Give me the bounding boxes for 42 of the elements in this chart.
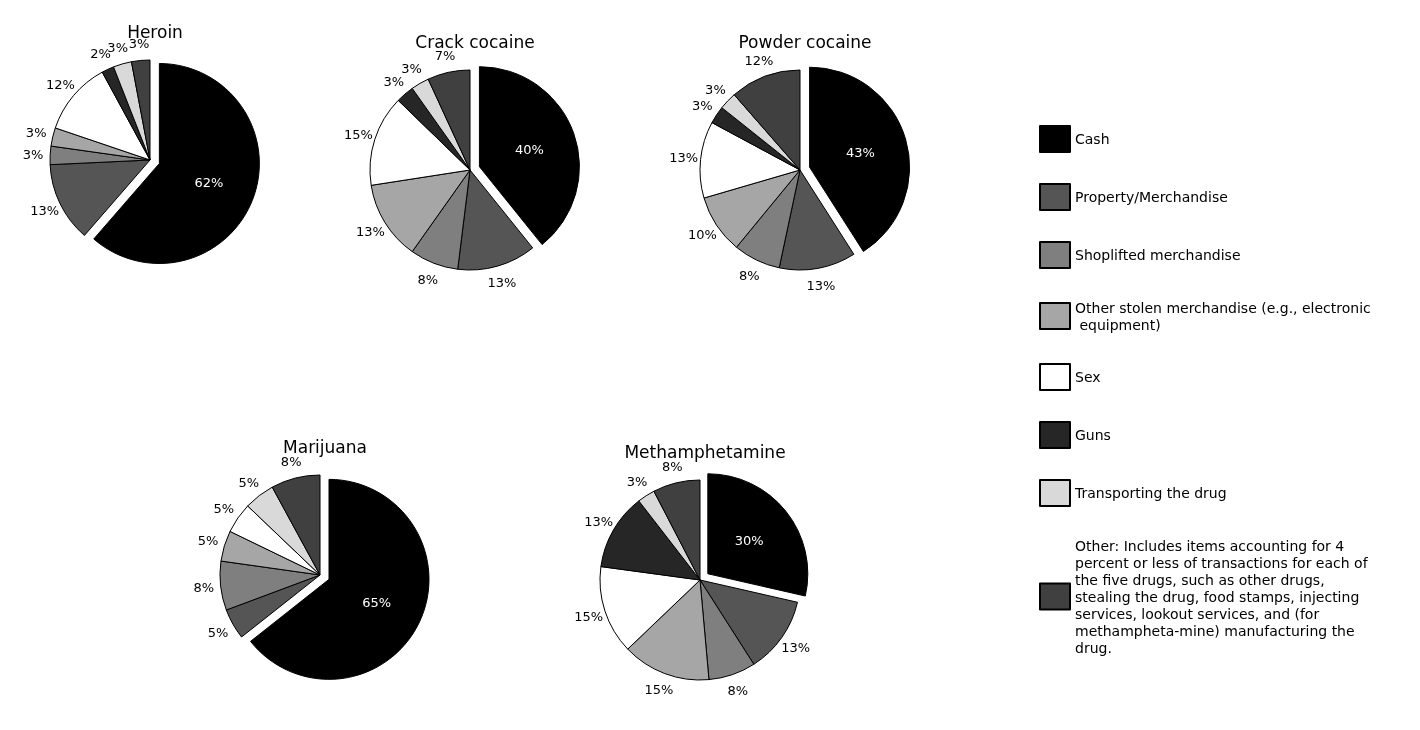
data-label: 12% xyxy=(744,52,774,68)
data-label: 15% xyxy=(644,682,674,698)
data-label: 13% xyxy=(584,514,614,529)
data-label: 3% xyxy=(626,473,648,489)
legend-label: Property/Merchandise xyxy=(1075,189,1228,205)
data-label: 8% xyxy=(738,267,760,283)
data-label: 5% xyxy=(238,474,260,490)
slice-label: Marijuana xyxy=(283,436,367,457)
data-label: 15% xyxy=(574,608,604,624)
data-label: 12% xyxy=(46,77,75,93)
legend-label: Guns xyxy=(1075,427,1111,443)
data-label: 3% xyxy=(22,147,44,163)
legend-label: Transporting the drug xyxy=(1074,485,1227,501)
data-label: 30% xyxy=(734,533,764,549)
data-label: 13% xyxy=(487,275,517,291)
data-label: 65% xyxy=(362,594,392,610)
data-label: 13% xyxy=(669,150,699,166)
legend-label: Other: Includes items accounting for 4 percent or less of transactions for each of the five drugs, such as other drugs, stealing the drug, food stamps, injecting services, lookout services, and (for methampheta-mine) manufacturing the drug. xyxy=(1075,537,1373,656)
data-label: 15% xyxy=(344,127,373,143)
data-label: 8% xyxy=(727,683,749,699)
data-label: 3% xyxy=(692,98,713,114)
data-label: 13% xyxy=(806,277,836,293)
data-label: 40% xyxy=(514,141,544,157)
legend-label: Other stolen merchandise (e.g., electronic equipment) xyxy=(1075,299,1371,333)
data-label: 3% xyxy=(25,125,47,141)
data-label: 3% xyxy=(705,81,726,97)
data-label: 5% xyxy=(207,624,229,640)
data-label: 43% xyxy=(846,144,875,160)
legend-label: Cash xyxy=(1075,131,1110,147)
data-label: 13% xyxy=(30,203,60,219)
data-label: 10% xyxy=(687,226,717,242)
legend-label: Sex xyxy=(1075,369,1101,385)
data-label: 8% xyxy=(193,580,215,596)
data-label: 5% xyxy=(197,533,219,549)
data-label: 8% xyxy=(417,271,439,287)
slice-label: Powder cocaine xyxy=(738,31,872,52)
data-label: 62% xyxy=(194,174,224,190)
data-label: 5% xyxy=(213,500,235,516)
legend-label: Shoplifted merchandise xyxy=(1075,247,1241,263)
data-label: 13% xyxy=(356,224,385,240)
data-label: 8% xyxy=(280,454,302,470)
data-label: 13% xyxy=(781,639,811,655)
